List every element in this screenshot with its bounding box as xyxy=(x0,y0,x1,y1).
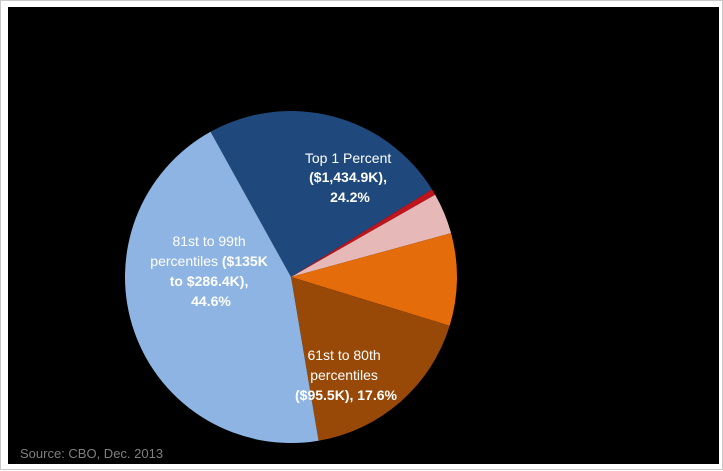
pie-slice-6 xyxy=(125,131,319,443)
pie-slice-4 xyxy=(291,233,458,326)
pie-slice-2 xyxy=(291,189,436,277)
pie-slice-1 xyxy=(210,110,432,277)
source-note: Source: CBO, Dec. 2013 xyxy=(20,446,163,461)
label-top-1-percent: Top 1 Percent ($1,434.9K), 24.2% xyxy=(305,150,395,205)
pie-slice-5 xyxy=(291,277,450,441)
pie-slices xyxy=(125,110,458,443)
pie-slice-3 xyxy=(291,194,452,277)
label-81st-to-99th-percentiles: 81st to 99th percentiles ($135K to $286.… xyxy=(150,233,271,309)
label-61st-to-80th-percentiles: 61st to 80th percentiles ($95.5K), 17.6% xyxy=(295,347,397,403)
